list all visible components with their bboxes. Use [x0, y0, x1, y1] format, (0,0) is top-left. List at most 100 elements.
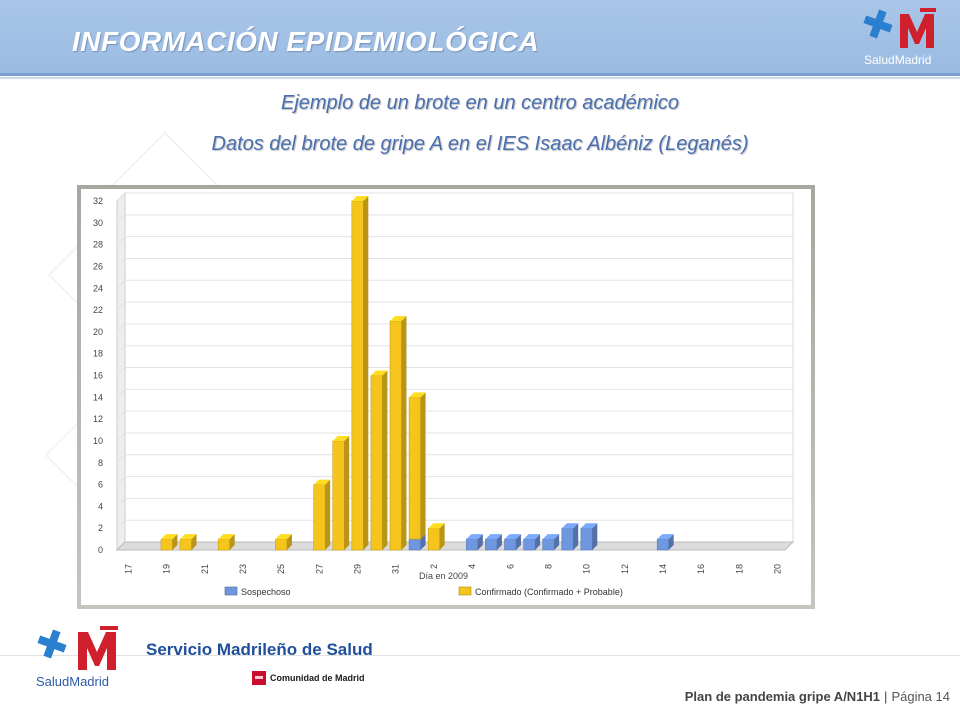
bar-confirmado: [351, 200, 364, 551]
bar-side: [420, 534, 426, 550]
subtitle-outbreak-example: Ejemplo de un brote en un centro académi…: [280, 92, 680, 114]
gridline-diagonal: [116, 519, 126, 529]
bar-top: [561, 523, 579, 529]
bar-top: [180, 534, 197, 540]
saludmadrid-logo-mark: [863, 8, 936, 48]
gridline-diagonal: [116, 476, 126, 485]
header-rule: [0, 77, 960, 79]
bar-side: [325, 479, 331, 550]
bar-sospechoso: [485, 538, 498, 551]
bar-top: [160, 534, 178, 540]
bar-sospechoso: [580, 527, 593, 551]
x-tick-label: 29: [353, 564, 363, 574]
footer-page-number: Página 14: [891, 689, 950, 704]
bar-side: [229, 534, 235, 550]
gridline-diagonal: [116, 236, 126, 245]
footer-page-info: Plan de pandemia gripe A/N1H1 | Página 14: [685, 689, 950, 704]
bar-top: [657, 534, 674, 540]
x-tick-label: 10: [582, 564, 592, 574]
community-label: Comunidad de Madrid: [270, 673, 365, 683]
y-tick-label: 16: [93, 371, 103, 381]
bar-sospechoso: [523, 538, 536, 551]
y-tick-label: 2: [98, 523, 103, 533]
subtitle-outbreak-data: Datos del brote de gripe A en el IES Isa…: [211, 133, 749, 155]
bar-top: [351, 196, 369, 201]
gridline-diagonal: [116, 367, 126, 376]
bar-side: [191, 534, 197, 550]
bar-sospechoso: [408, 538, 421, 551]
bar-top: [504, 534, 521, 540]
bar-sospechoso: [504, 538, 517, 551]
header-band: [0, 0, 960, 79]
bar-sospechoso: [656, 538, 669, 551]
bar-sospechoso: [542, 538, 555, 551]
bar-side: [592, 523, 598, 550]
y-tick-label: 4: [98, 501, 103, 511]
y-tick-label: 12: [93, 414, 103, 424]
x-tick-label: 27: [314, 564, 324, 574]
bar-top: [390, 315, 407, 321]
gridline-diagonal: [116, 388, 126, 398]
x-tick-label: 4: [467, 564, 477, 569]
x-axis-label: Día en 2009: [419, 571, 468, 581]
bar-side: [382, 370, 388, 550]
legend-label: Confirmado (Confirmado + Probable): [475, 587, 623, 597]
x-tick-label: 12: [620, 564, 630, 574]
bar-side: [496, 534, 502, 550]
bar-top: [428, 523, 445, 529]
gridline-diagonal: [116, 498, 126, 507]
bar-confirmado: [332, 440, 345, 551]
bar-side: [573, 523, 579, 550]
bar-top: [542, 534, 560, 540]
bar-side: [420, 392, 426, 540]
gridline-diagonal: [116, 279, 126, 289]
bar-side: [401, 315, 407, 550]
footer-plan-title: Plan de pandemia gripe A/N1H1: [684, 689, 881, 704]
bar-side: [515, 534, 521, 550]
y-tick-label: 14: [93, 392, 103, 402]
gridline-diagonal: [116, 345, 126, 355]
bar-confirmado: [389, 320, 402, 551]
bar-confirmado: [313, 484, 326, 551]
madrid-flag-icon: [252, 671, 266, 685]
bar-confirmado: [217, 538, 230, 551]
gridline-diagonal: [116, 410, 126, 420]
bar-side: [172, 534, 178, 550]
x-tick-label: 19: [162, 564, 172, 574]
x-tick-label: 14: [658, 564, 668, 574]
footer-saludmadrid-logo: SaludMadrid: [34, 626, 134, 690]
footer-separator: |: [884, 689, 888, 704]
gridline-diagonal: [116, 192, 126, 202]
bar-top: [485, 534, 502, 540]
gridline-diagonal: [116, 301, 126, 311]
y-tick-label: 30: [93, 218, 103, 228]
bar-side: [477, 534, 483, 550]
y-tick-label: 20: [93, 327, 103, 337]
bar-top: [275, 534, 292, 540]
y-tick-label: 24: [93, 283, 103, 293]
x-tick-label: 23: [238, 564, 248, 574]
footer-logo-text: SaludMadrid: [36, 674, 109, 689]
x-tick-label: 17: [124, 564, 134, 574]
bar-side: [554, 534, 560, 550]
gridline-diagonal: [116, 258, 126, 267]
page-title: INFORMACIÓN EPIDEMIOLÓGICA: [72, 26, 540, 57]
bar-side: [344, 435, 350, 550]
bar-top: [409, 392, 426, 398]
bar-side: [439, 523, 445, 550]
footer-logo-mark: [37, 626, 118, 670]
x-tick-label: 18: [734, 564, 744, 574]
bar-confirmado: [275, 538, 288, 551]
chart-frame: 0 2 4 6 8 10 12 14 16 18 20 22 24 26 28 30 32 17 19 21 23 25 2…: [77, 185, 815, 609]
x-tick-label: 31: [391, 564, 401, 574]
comunidad-de-madrid-badge: Comunidad de Madrid: [252, 670, 365, 686]
saludmadrid-logo: SaludMadrid: [860, 6, 952, 72]
x-tick-label: 21: [200, 564, 210, 574]
bar-confirmado: [179, 538, 192, 551]
y-tick-label: 26: [93, 261, 103, 271]
bar-sospechoso: [561, 527, 574, 551]
bar-side: [363, 196, 369, 550]
gridline-diagonal: [116, 323, 126, 333]
bar-top: [332, 435, 350, 441]
y-tick-label: 8: [98, 458, 103, 468]
